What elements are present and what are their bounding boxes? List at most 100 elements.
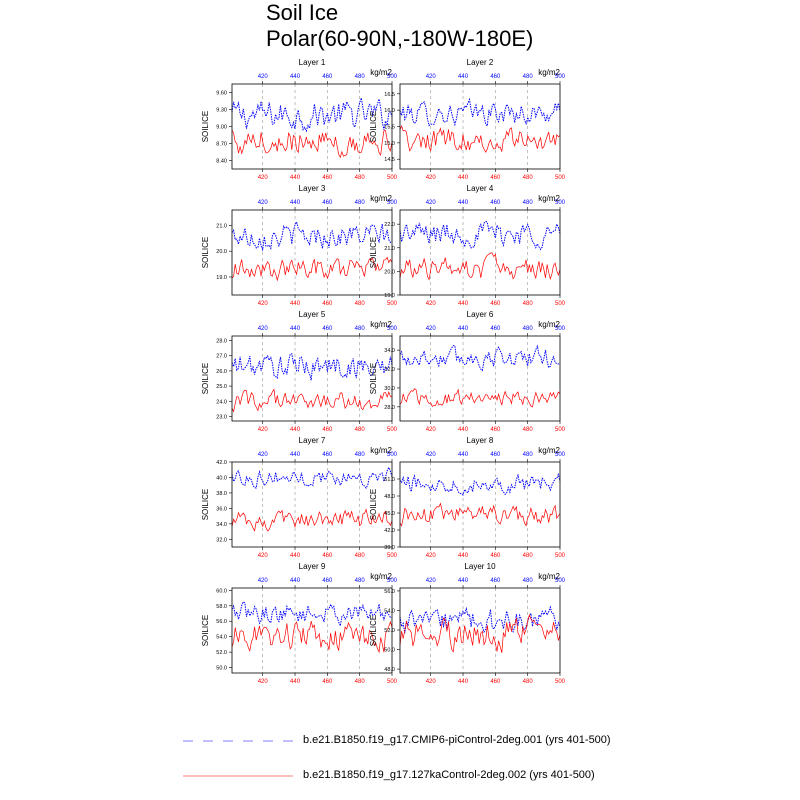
- y-tick-label: 28.0: [216, 339, 227, 345]
- panel-layer-3: Layer 3 kg/m2 SOILICE 420 420 440 440 460 460 480…: [201, 184, 398, 307]
- series-line-picontrol: [399, 344, 561, 372]
- y-tick-label: 36.0: [216, 506, 227, 512]
- panel-title: Layer 1: [299, 58, 326, 67]
- x-tick-label-top: 480: [355, 74, 366, 80]
- y-axis-label: SOILICE: [369, 111, 378, 143]
- x-tick-label-top: 460: [490, 326, 501, 332]
- x-tick-label-bottom: 440: [290, 679, 301, 685]
- x-tick-label-top: 500: [387, 578, 398, 584]
- series-line-127ka: [399, 614, 561, 653]
- x-tick-label-bottom: 420: [426, 175, 437, 181]
- x-tick-label-top: 480: [355, 452, 366, 458]
- series-line-picontrol: [231, 466, 393, 490]
- x-tick-label-bottom: 500: [555, 553, 566, 559]
- x-tick-label-bottom: 440: [290, 301, 301, 307]
- y-tick-label: 56.0: [384, 589, 395, 595]
- x-tick-label-top: 460: [322, 74, 333, 80]
- series-line-picontrol: [399, 605, 561, 634]
- y-axis-label: SOILICE: [201, 111, 210, 143]
- x-tick-label-top: 460: [322, 578, 333, 584]
- panel-title: Layer 4: [467, 184, 494, 193]
- series-line-picontrol: [231, 600, 393, 628]
- y-tick-label: 48.0: [384, 494, 395, 500]
- y-tick-label: 15.5: [384, 125, 395, 131]
- series-line-127ka: [231, 508, 393, 532]
- x-tick-label-bottom: 480: [355, 679, 366, 685]
- x-tick-label-top: 440: [290, 74, 301, 80]
- series-line-picontrol: [399, 472, 561, 496]
- plot-frame: [399, 209, 561, 296]
- x-tick-label-top: 420: [426, 578, 437, 584]
- panel-title: Layer 6: [467, 310, 494, 319]
- panel-layer-10: Layer 10 kg/m2 SOILICE 420 420 440 440 460 460 48…: [369, 562, 566, 685]
- panel-layer-9: Layer 9 kg/m2 SOILICE 420 420 440 440 460 460 480…: [201, 562, 398, 685]
- x-tick-label-top: 500: [555, 452, 566, 458]
- x-tick-label-top: 460: [490, 74, 501, 80]
- series-line-picontrol: [231, 353, 393, 381]
- x-tick-label-bottom: 420: [258, 175, 269, 181]
- x-tick-label-bottom: 420: [258, 427, 269, 433]
- x-tick-label-top: 440: [458, 578, 469, 584]
- units-label: kg/m2: [538, 446, 560, 455]
- x-tick-label-bottom: 440: [458, 679, 469, 685]
- x-tick-label-top: 420: [426, 452, 437, 458]
- x-tick-label-top: 500: [387, 452, 398, 458]
- x-tick-label-bottom: 480: [355, 427, 366, 433]
- x-tick-label-bottom: 480: [523, 427, 534, 433]
- y-tick-label: 45.0: [384, 511, 395, 517]
- x-tick-label-top: 480: [355, 578, 366, 584]
- panel-title: Layer 10: [464, 562, 496, 571]
- series-line-127ka: [399, 124, 561, 153]
- y-tick-label: 8.70: [216, 142, 227, 148]
- units-label: kg/m2: [538, 572, 560, 581]
- x-tick-label-bottom: 500: [387, 427, 398, 433]
- y-tick-label: 42.0: [384, 528, 395, 534]
- plot-frame: [399, 587, 561, 674]
- y-tick-label: 16.0: [384, 108, 395, 114]
- panel-layer-1: Layer 1 kg/m2 SOILICE 420 420 440 440 460 460 480…: [201, 58, 398, 181]
- y-tick-label: 40.0: [216, 475, 227, 481]
- plot-frame: [231, 209, 393, 296]
- y-tick-label: 51.0: [384, 477, 395, 483]
- series-line-127ka: [231, 256, 393, 282]
- x-tick-label-top: 480: [523, 200, 534, 206]
- x-tick-label-bottom: 480: [523, 679, 534, 685]
- series-line-picontrol: [399, 97, 561, 128]
- series-line-127ka: [399, 252, 561, 281]
- x-tick-label-top: 480: [523, 452, 534, 458]
- x-tick-label-top: 460: [322, 200, 333, 206]
- x-tick-label-top: 440: [458, 74, 469, 80]
- x-tick-label-top: 460: [490, 452, 501, 458]
- x-tick-label-top: 480: [355, 326, 366, 332]
- x-tick-label-bottom: 480: [355, 301, 366, 307]
- title-line-variable: Soil Ice: [266, 0, 339, 25]
- panel-title: Layer 2: [467, 58, 494, 67]
- x-tick-label-bottom: 460: [490, 553, 501, 559]
- x-tick-label-top: 440: [290, 452, 301, 458]
- series-line-127ka: [399, 388, 561, 408]
- y-tick-label: 52.0: [384, 628, 395, 634]
- series-line-picontrol: [231, 220, 393, 252]
- title-line-region: Polar(60-90N,-180W-180E): [266, 26, 534, 51]
- y-tick-label: 50.0: [216, 666, 227, 672]
- plot-frame: [231, 335, 393, 422]
- y-tick-label: 58.0: [216, 604, 227, 610]
- x-tick-label-top: 500: [555, 326, 566, 332]
- x-tick-label-bottom: 480: [523, 553, 534, 559]
- y-tick-label: 38.0: [216, 491, 227, 497]
- y-axis-label: SOILICE: [369, 489, 378, 521]
- x-tick-label-bottom: 500: [387, 553, 398, 559]
- x-tick-label-top: 420: [258, 578, 269, 584]
- x-tick-label-top: 420: [258, 74, 269, 80]
- y-axis-label: SOILICE: [369, 237, 378, 269]
- y-tick-label: 21.0: [384, 246, 395, 252]
- figure-title: Soil Ice Polar(60-90N,-180W-180E): [266, 0, 533, 52]
- y-tick-label: 28.0: [384, 405, 395, 411]
- x-tick-label-top: 440: [290, 200, 301, 206]
- x-tick-label-top: 420: [258, 452, 269, 458]
- units-label: kg/m2: [538, 320, 560, 329]
- x-tick-label-top: 420: [426, 326, 437, 332]
- x-tick-label-bottom: 460: [322, 553, 333, 559]
- y-axis-label: SOILICE: [201, 489, 210, 521]
- y-tick-label: 32.0: [384, 367, 395, 373]
